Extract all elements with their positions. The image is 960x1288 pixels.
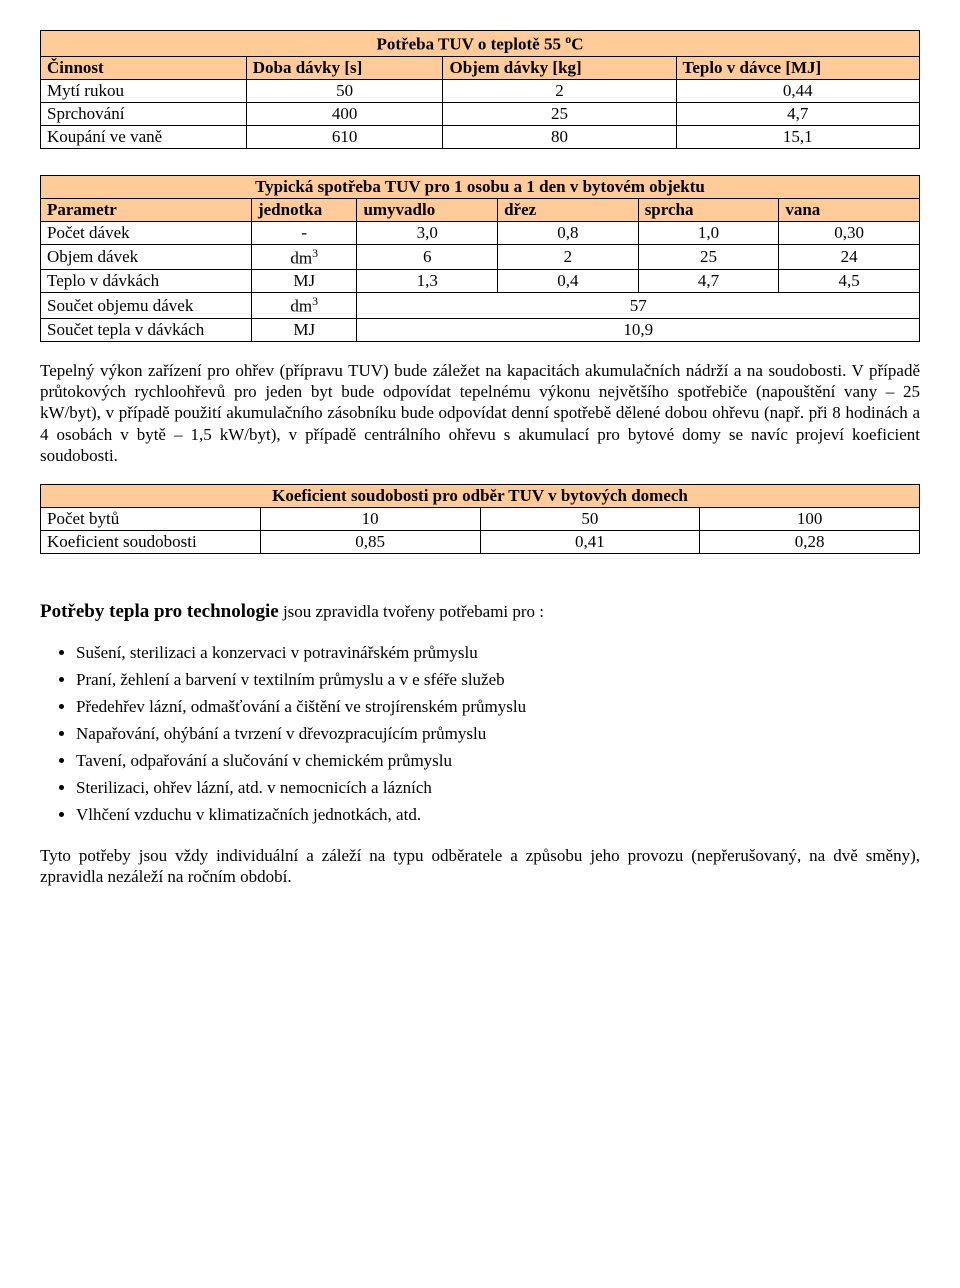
t1-r0c1: 50 [246, 79, 443, 102]
list-item: Tavení, odpařování a slučování v chemick… [76, 750, 920, 773]
t2-h4: sprcha [638, 198, 779, 221]
t3-r1c0: Koeficient soudobosti [41, 531, 261, 554]
t1-r0c3: 0,44 [676, 79, 919, 102]
t2-h2: umyvadlo [357, 198, 498, 221]
t2-s0c0: Součet objemu dávek [41, 293, 252, 319]
list-item: Sterilizaci, ohřev lázní, atd. v nemocni… [76, 777, 920, 800]
t1-r2c1: 610 [246, 125, 443, 148]
list-item: Napařování, ohýbání a tvrzení v dřevozpr… [76, 723, 920, 746]
t1-h1: Doba dávky [s] [246, 56, 443, 79]
list-item: Sušení, sterilizaci a konzervaci v potra… [76, 642, 920, 665]
list-item: Praní, žehlení a barvení v textilním prů… [76, 669, 920, 692]
t2-r1c1: dm3 [251, 244, 356, 270]
t2-r1c4: 25 [638, 244, 779, 270]
table-row: Mytí rukou 50 2 0,44 [41, 79, 920, 102]
t1-r2c3: 15,1 [676, 125, 919, 148]
table-tuv-need: Potřeba TUV o teplotě 55 oC Činnost Doba… [40, 30, 920, 149]
table2-title: Typická spotřeba TUV pro 1 osobu a 1 den… [41, 175, 920, 198]
t2-r1c5: 24 [779, 244, 920, 270]
table-row: Sprchování 400 25 4,7 [41, 102, 920, 125]
t2-s0c2: 57 [357, 293, 920, 319]
table-row: Koeficient soudobosti 0,85 0,41 0,28 [41, 531, 920, 554]
t2-r2c4: 4,7 [638, 270, 779, 293]
t2-s1c2: 10,9 [357, 318, 920, 341]
list-item: Vlhčení vzduchu v klimatizačních jednotk… [76, 804, 920, 827]
t2-r2c1: MJ [251, 270, 356, 293]
t3-r0c0: Počet bytů [41, 508, 261, 531]
t3-r1c1: 0,85 [260, 531, 480, 554]
table-row: Počet dávek - 3,0 0,8 1,0 0,30 [41, 221, 920, 244]
table-koef: Koeficient soudobosti pro odběr TUV v by… [40, 484, 920, 554]
t2-r0c4: 1,0 [638, 221, 779, 244]
table1-title: Potřeba TUV o teplotě 55 oC [41, 31, 920, 57]
t1-h2: Objem dávky [kg] [443, 56, 676, 79]
t3-r1c2: 0,41 [480, 531, 700, 554]
t2-h5: vana [779, 198, 920, 221]
t1-r1c2: 25 [443, 102, 676, 125]
list-item: Předehřev lázní, odmašťování a čištění v… [76, 696, 920, 719]
section2-intro: jsou zpravidla tvořeny potřebami pro : [279, 602, 544, 621]
t2-s1c1: MJ [251, 318, 356, 341]
bullet-list: Sušení, sterilizaci a konzervaci v potra… [76, 642, 920, 827]
t2-r2c3: 0,4 [498, 270, 639, 293]
t1-h3: Teplo v dávce [MJ] [676, 56, 919, 79]
t2-h0: Parametr [41, 198, 252, 221]
t2-r2c2: 1,3 [357, 270, 498, 293]
t3-r1c3: 0,28 [700, 531, 920, 554]
table-row: Objem dávek dm3 6 2 25 24 [41, 244, 920, 270]
t2-r1c3: 2 [498, 244, 639, 270]
t2-r1c0: Objem dávek [41, 244, 252, 270]
t2-r0c5: 0,30 [779, 221, 920, 244]
t2-r0c0: Počet dávek [41, 221, 252, 244]
paragraph-1: Tepelný výkon zařízení pro ohřev (přípra… [40, 360, 920, 466]
t2-r1c2: 6 [357, 244, 498, 270]
t1-r2c0: Koupání ve vaně [41, 125, 247, 148]
t1-h0: Činnost [41, 56, 247, 79]
table-row: Počet bytů 10 50 100 [41, 508, 920, 531]
table-row: Součet tepla v dávkách MJ 10,9 [41, 318, 920, 341]
table-row: Koupání ve vaně 610 80 15,1 [41, 125, 920, 148]
t2-r0c3: 0,8 [498, 221, 639, 244]
t1-r0c2: 2 [443, 79, 676, 102]
t2-h3: dřez [498, 198, 639, 221]
t1-r2c2: 80 [443, 125, 676, 148]
table-tuv-typical: Typická spotřeba TUV pro 1 osobu a 1 den… [40, 175, 920, 342]
section2-outro: Tyto potřeby jsou vždy individuální a zá… [40, 845, 920, 888]
section2-title: Potřeby tepla pro technologie [40, 601, 279, 622]
t1-r1c3: 4,7 [676, 102, 919, 125]
t3-r0c2: 50 [480, 508, 700, 531]
t2-s0c1: dm3 [251, 293, 356, 319]
t2-r2c0: Teplo v dávkách [41, 270, 252, 293]
t2-h1: jednotka [251, 198, 356, 221]
table3-title: Koeficient soudobosti pro odběr TUV v by… [41, 485, 920, 508]
t2-r0c1: - [251, 221, 356, 244]
t2-r0c2: 3,0 [357, 221, 498, 244]
table-row: Součet objemu dávek dm3 57 [41, 293, 920, 319]
t3-r0c1: 10 [260, 508, 480, 531]
t1-r0c0: Mytí rukou [41, 79, 247, 102]
table-row: Teplo v dávkách MJ 1,3 0,4 4,7 4,5 [41, 270, 920, 293]
t3-r0c3: 100 [700, 508, 920, 531]
t1-r1c1: 400 [246, 102, 443, 125]
t2-r2c5: 4,5 [779, 270, 920, 293]
section2-intro-line: Potřeby tepla pro technologie jsou zprav… [40, 600, 920, 624]
t1-r1c0: Sprchování [41, 102, 247, 125]
t2-s1c0: Součet tepla v dávkách [41, 318, 252, 341]
